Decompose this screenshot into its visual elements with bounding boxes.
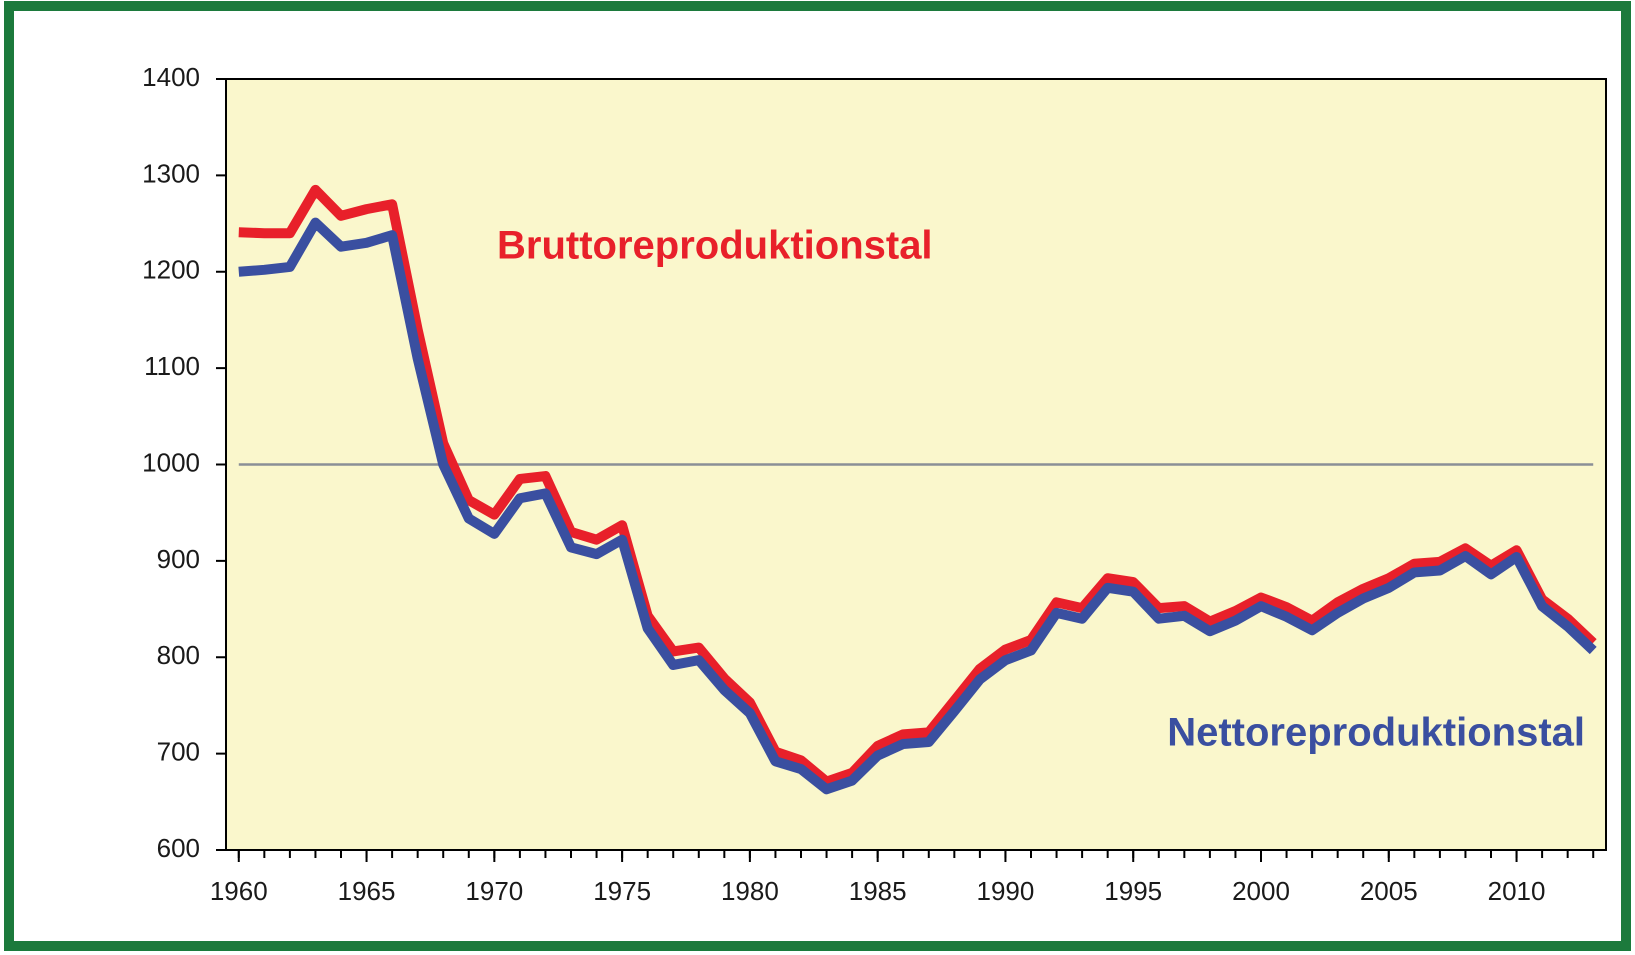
y-tick-label: 1200 bbox=[142, 255, 200, 285]
x-tick-label: 2010 bbox=[1488, 876, 1546, 906]
y-tick-label: 1400 bbox=[142, 62, 200, 92]
y-tick-label: 700 bbox=[157, 737, 200, 767]
series-label: Nettoreproduktionstal bbox=[1167, 711, 1585, 755]
x-tick-label: 1990 bbox=[977, 876, 1035, 906]
series-line bbox=[238, 217, 1597, 795]
series-line bbox=[238, 184, 1597, 787]
x-tick-label: 1980 bbox=[721, 876, 779, 906]
y-tick-label: 900 bbox=[157, 544, 200, 574]
series-label: Bruttoreproduktionstal bbox=[497, 224, 933, 268]
y-tick-label: 1000 bbox=[142, 447, 200, 477]
x-tick-label: 1960 bbox=[210, 876, 268, 906]
x-tick-label: 2000 bbox=[1232, 876, 1290, 906]
y-tick-label: 600 bbox=[157, 833, 200, 863]
y-tick-label: 800 bbox=[157, 640, 200, 670]
x-tick-label: 1970 bbox=[465, 876, 523, 906]
x-tick-label: 1985 bbox=[849, 876, 907, 906]
x-tick-label: 1965 bbox=[338, 876, 396, 906]
y-tick-label: 1300 bbox=[142, 158, 200, 188]
y-tick-label: 1100 bbox=[144, 351, 200, 381]
x-tick-label: 1975 bbox=[593, 876, 651, 906]
x-tick-label: 1995 bbox=[1104, 876, 1162, 906]
x-tick-label: 2005 bbox=[1360, 876, 1418, 906]
